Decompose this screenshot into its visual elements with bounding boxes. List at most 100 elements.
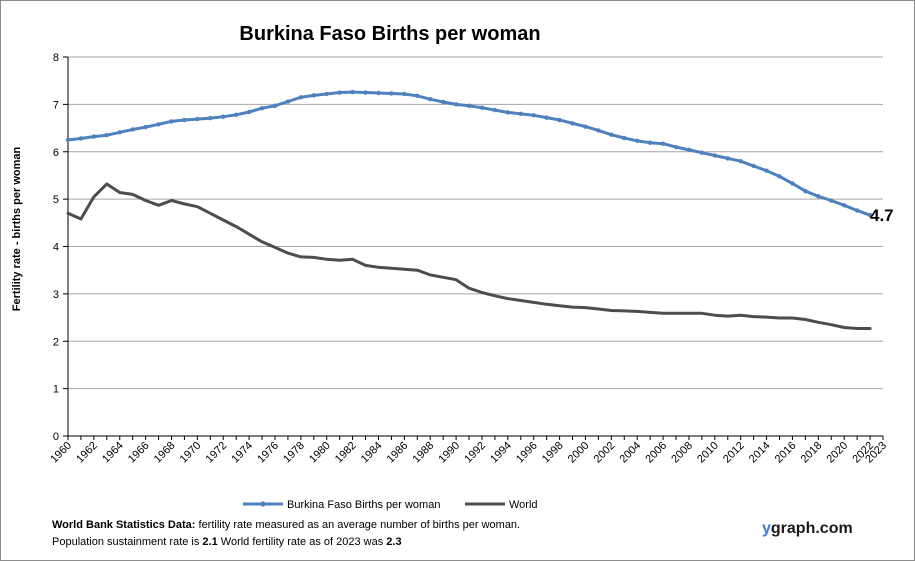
data-point-burkina-1961 xyxy=(78,136,84,141)
x-tick-label-1968: 1968 xyxy=(152,440,178,466)
data-point-burkina-1970 xyxy=(195,116,200,122)
x-tick-label-1974: 1974 xyxy=(229,440,255,466)
series-line-burkina-faso xyxy=(66,90,872,217)
x-tick-label-1998: 1998 xyxy=(540,440,566,466)
brand-logo: ygraph.com xyxy=(762,520,853,538)
data-point-burkina-2022 xyxy=(867,213,873,218)
legend-marker-burkina xyxy=(260,501,266,507)
data-point-burkina-2020 xyxy=(841,203,847,208)
x-tick-label-1960: 1960 xyxy=(48,440,74,466)
data-point-burkina-1974 xyxy=(246,109,252,115)
data-point-burkina-1983 xyxy=(363,90,368,95)
data-point-burkina-1968 xyxy=(169,119,174,124)
chart-title: Burkina Faso Births per woman xyxy=(239,23,540,45)
data-point-burkina-1972 xyxy=(221,114,226,119)
data-point-burkina-1998 xyxy=(557,117,562,123)
legend: Burkina Faso Births per woman World xyxy=(243,499,538,511)
footer-sustainment-text: Population sustainment rate is xyxy=(52,536,203,548)
footer-description: fertility rate measured as an average nu… xyxy=(195,519,521,531)
data-point-burkina-2004 xyxy=(635,138,640,144)
data-point-burkina-2001 xyxy=(596,128,601,133)
data-point-burkina-2006 xyxy=(660,141,666,146)
data-point-burkina-1994 xyxy=(505,110,511,115)
data-point-burkina-1988 xyxy=(428,96,433,102)
x-tick-label-2016: 2016 xyxy=(773,440,799,466)
data-point-burkina-2010 xyxy=(712,153,718,158)
y-tick-label-6: 6 xyxy=(53,147,59,159)
x-tick-label-2006: 2006 xyxy=(643,440,669,466)
grid-lines xyxy=(67,56,883,437)
data-point-burkina-1999 xyxy=(570,121,575,126)
x-axis-ticks: 1960 1962 1964 1966 1968 1970 1972 1974 1976 1978… xyxy=(48,436,889,465)
end-value-label: 4.7 xyxy=(870,206,894,225)
data-point-burkina-1987 xyxy=(415,93,420,99)
brand-prefix: y xyxy=(762,520,771,537)
footer-line-1: World Bank Statistics Data: fertility ra… xyxy=(52,517,520,534)
data-point-burkina-2015 xyxy=(777,174,782,179)
x-tick-label-1994: 1994 xyxy=(488,440,514,466)
x-tick-label-2008: 2008 xyxy=(669,440,695,466)
data-point-burkina-2011 xyxy=(725,156,730,161)
data-point-burkina-2012 xyxy=(738,159,743,164)
data-point-burkina-1982 xyxy=(350,89,355,95)
data-point-burkina-1989 xyxy=(440,99,446,105)
data-point-burkina-1963 xyxy=(104,132,110,138)
y-tick-label-8: 8 xyxy=(53,52,59,64)
data-point-burkina-2005 xyxy=(647,140,653,145)
line-chart: Burkina Faso Births per woman 012345678 … xyxy=(11,23,894,511)
data-point-burkina-1962 xyxy=(91,134,97,139)
y-tick-label-5: 5 xyxy=(53,194,59,206)
footer-world-value: 2.3 xyxy=(386,536,402,548)
x-tick-label-1972: 1972 xyxy=(204,440,230,466)
data-point-burkina-1985 xyxy=(389,91,394,96)
x-tick-label-1964: 1964 xyxy=(100,440,126,466)
x-tick-label-2000: 2000 xyxy=(566,440,592,466)
data-point-burkina-1986 xyxy=(402,91,407,97)
x-tick-label-1976: 1976 xyxy=(255,440,281,466)
data-point-burkina-1969 xyxy=(182,117,187,123)
data-point-burkina-2014 xyxy=(764,168,769,173)
x-tick-label-1992: 1992 xyxy=(462,440,488,466)
x-tick-label-1988: 1988 xyxy=(411,440,437,466)
data-point-burkina-2013 xyxy=(751,163,756,169)
x-tick-label-1966: 1966 xyxy=(126,440,152,466)
data-point-burkina-1992 xyxy=(479,105,485,110)
data-point-burkina-1964 xyxy=(117,130,122,135)
x-tick-label-1978: 1978 xyxy=(281,440,307,466)
legend-label-burkina: Burkina Faso Births per woman xyxy=(287,499,440,511)
x-tick-label-2014: 2014 xyxy=(747,440,773,466)
y-tick-label-7: 7 xyxy=(53,99,59,111)
series-line-world xyxy=(66,182,872,330)
x-tick-label-1996: 1996 xyxy=(514,440,540,466)
series-lines xyxy=(65,89,873,330)
y-axis-ticks: 0 1 2 3 4 5 6 7 8 xyxy=(53,52,68,443)
data-point-burkina-1960 xyxy=(65,137,71,143)
footer-line-2: Population sustainment rate is 2.1 World… xyxy=(52,534,520,551)
x-tick-label-1980: 1980 xyxy=(307,440,333,466)
data-point-burkina-2018 xyxy=(816,194,821,199)
data-point-burkina-1975 xyxy=(259,105,265,111)
data-point-burkina-2016 xyxy=(790,181,795,186)
data-point-burkina-2008 xyxy=(686,147,692,153)
x-tick-label-1990: 1990 xyxy=(436,440,462,466)
x-tick-label-1982: 1982 xyxy=(333,440,359,466)
data-point-burkina-2021 xyxy=(854,208,860,213)
data-point-burkina-2003 xyxy=(622,135,627,141)
x-tick-label-2020: 2020 xyxy=(825,440,851,466)
data-point-burkina-1991 xyxy=(466,103,472,108)
data-point-burkina-1973 xyxy=(233,112,239,117)
y-tick-label-2: 2 xyxy=(53,336,59,348)
data-point-burkina-1980 xyxy=(324,91,329,97)
data-point-burkina-1977 xyxy=(285,99,291,104)
x-tick-label-1986: 1986 xyxy=(385,440,411,466)
data-point-burkina-1966 xyxy=(143,124,148,130)
data-point-burkina-2009 xyxy=(699,150,705,155)
data-point-burkina-1995 xyxy=(518,111,523,117)
x-tick-label-2012: 2012 xyxy=(721,440,747,466)
legend-label-world: World xyxy=(509,499,538,511)
y-tick-label-1: 1 xyxy=(53,384,59,396)
footer-source-label: World Bank Statistics Data: xyxy=(52,519,196,531)
data-point-burkina-1965 xyxy=(130,127,135,132)
x-tick-label-2018: 2018 xyxy=(799,440,825,466)
data-point-burkina-2019 xyxy=(829,198,834,203)
